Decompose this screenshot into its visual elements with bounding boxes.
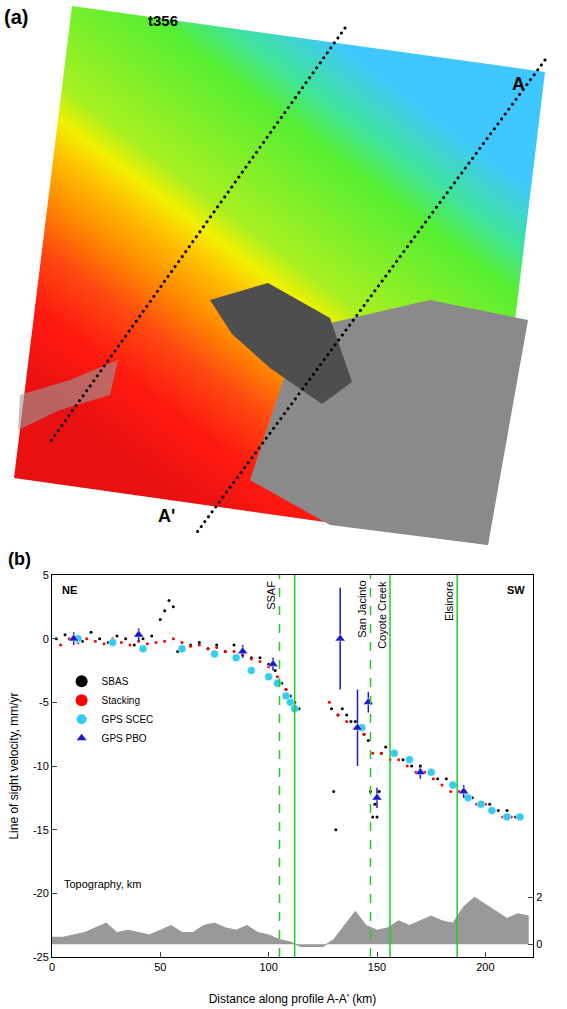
- svg-text:GPS SCEC: GPS SCEC: [102, 714, 154, 725]
- svg-text:t356: t356: [148, 12, 178, 29]
- svg-text:San Jacinto: San Jacinto: [356, 580, 368, 637]
- svg-text:A': A': [158, 506, 175, 526]
- svg-text:-25: -25: [33, 951, 49, 963]
- svg-text:2: 2: [536, 891, 542, 903]
- svg-text:A: A: [512, 74, 525, 94]
- svg-text:-10: -10: [33, 760, 49, 772]
- svg-text:SW: SW: [507, 584, 525, 596]
- svg-text:0: 0: [536, 938, 542, 950]
- svg-text:-20: -20: [33, 887, 49, 899]
- svg-text:Distance along profile A-A' (k: Distance along profile A-A' (km): [209, 992, 377, 1006]
- svg-text:100: 100: [259, 961, 277, 973]
- svg-text:200: 200: [476, 961, 494, 973]
- svg-text:Coyote Creek: Coyote Creek: [376, 581, 388, 649]
- svg-text:Topography, km: Topography, km: [64, 878, 141, 890]
- svg-text:SSAF: SSAF: [265, 581, 277, 610]
- svg-text:NE: NE: [62, 584, 77, 596]
- svg-text:Elsinore: Elsinore: [443, 581, 455, 621]
- svg-text:5: 5: [43, 569, 49, 581]
- svg-text:(b): (b): [8, 549, 31, 569]
- svg-text:GPS PBO: GPS PBO: [102, 733, 147, 744]
- svg-text:-5: -5: [39, 696, 49, 708]
- svg-text:0: 0: [43, 633, 49, 645]
- svg-text:150: 150: [368, 961, 386, 973]
- svg-text:SBAS: SBAS: [102, 676, 129, 687]
- svg-text:50: 50: [154, 961, 166, 973]
- svg-text:(a): (a): [4, 6, 28, 28]
- svg-text:Line of sight velocity, mm/yr: Line of sight velocity, mm/yr: [7, 692, 21, 839]
- svg-text:0: 0: [49, 961, 55, 973]
- svg-text:-15: -15: [33, 824, 49, 836]
- svg-text:Stacking: Stacking: [102, 695, 140, 706]
